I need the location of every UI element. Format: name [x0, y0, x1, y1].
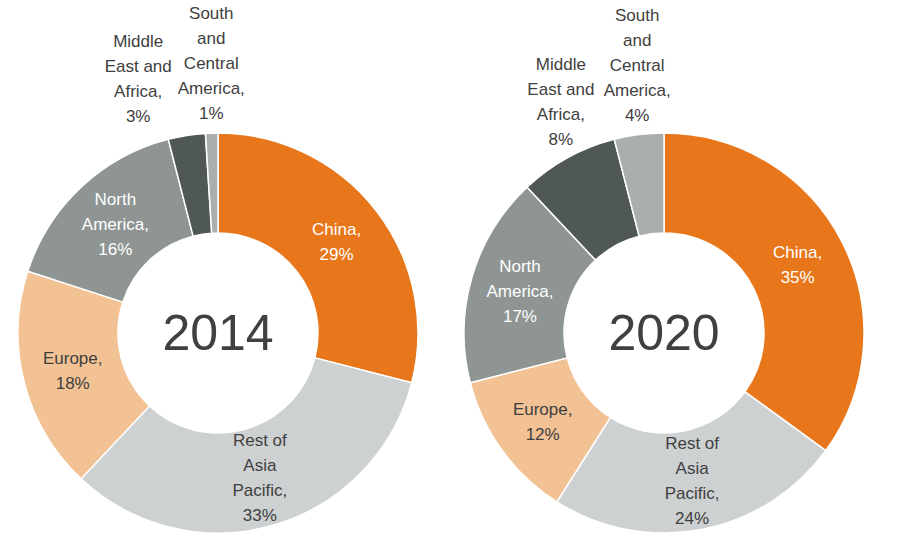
- value-label: 16%: [98, 240, 132, 259]
- value-label: 18%: [56, 374, 90, 393]
- category-label: Europe,: [513, 400, 573, 419]
- value-label: 1%: [199, 104, 224, 123]
- category-label: Europe,: [43, 349, 103, 368]
- category-label: and: [197, 29, 225, 48]
- value-label: 8%: [549, 130, 574, 149]
- slices: [464, 133, 864, 533]
- slice: [614, 133, 664, 236]
- category-label: America,: [178, 79, 245, 98]
- value-label: 12%: [526, 425, 560, 444]
- slice: [664, 133, 864, 451]
- slice-label: Rest of Asia Pacific, 24%: [665, 434, 720, 528]
- slice-label: China, 35%: [773, 243, 822, 287]
- slice-label: North America, 17%: [486, 257, 553, 326]
- value-label: 17%: [503, 307, 537, 326]
- slice-label: South and Central America, 1%: [178, 4, 245, 123]
- value-label: 24%: [675, 509, 709, 528]
- value-label: 29%: [320, 245, 354, 264]
- slice-label: Middle East and Africa, 3%: [105, 32, 172, 126]
- slice: [18, 271, 150, 479]
- chart-canvas: 2014 China, 29% Rest of Asia Pacific, 33% Europ…: [0, 0, 900, 557]
- category-label: America,: [604, 81, 671, 100]
- category-label: South: [615, 6, 659, 25]
- category-label: China,: [312, 220, 361, 239]
- category-label: Africa,: [114, 82, 162, 101]
- category-label: Asia: [243, 456, 277, 475]
- donut-chart: 2014 China, 29% Rest of Asia Pacific, 33% Europ…: [18, 4, 418, 533]
- category-label: Rest of: [665, 434, 719, 453]
- category-label: Rest of: [233, 431, 287, 450]
- slice-label: Europe, 18%: [43, 349, 103, 393]
- slice: [28, 139, 193, 302]
- category-label: America,: [486, 282, 553, 301]
- category-label: Pacific,: [232, 481, 287, 500]
- donut-chart: 2020 China, 35% Rest of Asia Pacific, 24% Europ…: [464, 6, 864, 533]
- category-label: Pacific,: [665, 484, 720, 503]
- value-label: 3%: [126, 107, 151, 126]
- category-label: Central: [610, 56, 665, 75]
- slice: [470, 358, 610, 502]
- slice: [205, 133, 218, 233]
- value-label: 4%: [625, 106, 650, 125]
- slice-label: North America, 16%: [82, 190, 149, 259]
- slice-label: Middle East and Africa, 8%: [527, 55, 594, 149]
- labels: China, 35% Rest of Asia Pacific, 24% Europe, 12…: [486, 6, 822, 528]
- labels: China, 29% Rest of Asia Pacific, 33% Europe, 18…: [43, 4, 361, 524]
- slice: [168, 133, 211, 236]
- category-label: South: [189, 4, 233, 23]
- slice-label: Europe, 12%: [513, 400, 573, 444]
- chart-title: 2020: [608, 305, 719, 361]
- category-label: China,: [773, 243, 822, 262]
- chart-title: 2014: [162, 305, 273, 361]
- category-label: Africa,: [537, 105, 585, 124]
- category-label: East and: [527, 80, 594, 99]
- category-label: Middle: [113, 32, 163, 51]
- slices: [18, 133, 418, 533]
- category-label: East and: [105, 57, 172, 76]
- slice-label: South and Central America, 4%: [604, 6, 671, 125]
- category-label: and: [623, 31, 651, 50]
- slice-label: China, 29%: [312, 220, 361, 264]
- value-label: 33%: [243, 506, 277, 525]
- category-label: Middle: [536, 55, 586, 74]
- value-label: 35%: [781, 268, 815, 287]
- category-label: North: [95, 190, 137, 209]
- category-label: Asia: [676, 459, 710, 478]
- category-label: Central: [184, 54, 239, 73]
- category-label: North: [499, 257, 541, 276]
- category-label: America,: [82, 215, 149, 234]
- slice-label: Rest of Asia Pacific, 33%: [232, 431, 287, 525]
